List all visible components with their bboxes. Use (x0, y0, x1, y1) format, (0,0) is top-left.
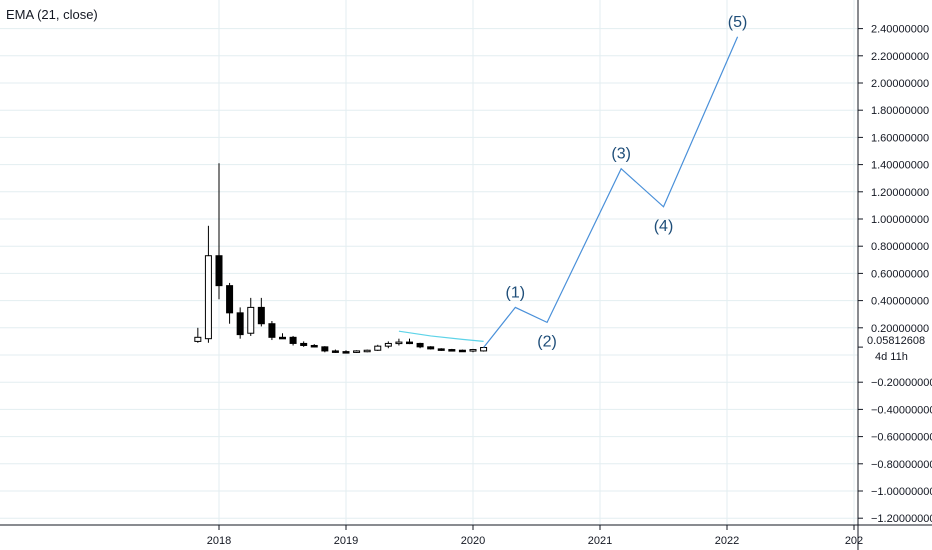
x-tick-label: 2020 (461, 535, 485, 547)
candle-body (215, 255, 223, 287)
wave-label: (1) (506, 284, 526, 301)
y-tick-label: −0.80000000 (871, 459, 932, 471)
candle-body (458, 349, 466, 353)
candle-body (236, 312, 244, 336)
candle (437, 348, 445, 351)
y-tick-label: 2.40000000 (871, 24, 929, 36)
candle-body (321, 346, 329, 352)
candle (321, 346, 329, 353)
candle-body (194, 336, 202, 342)
y-tick-label: 0.40000000 (871, 296, 929, 308)
candle-body (342, 351, 350, 354)
candle-series (194, 163, 488, 354)
candle-body (226, 285, 234, 314)
y-tick-label: 0.20000000 (871, 323, 929, 335)
y-tick-label: 1.60000000 (871, 132, 929, 144)
current-price-tag: 0.05812608 (867, 335, 925, 347)
candle-body (353, 350, 361, 353)
wave-label: (5) (728, 14, 748, 31)
candle (395, 338, 403, 346)
candle (289, 335, 297, 346)
candle-body (480, 347, 488, 352)
candle (279, 333, 286, 340)
candle (416, 342, 424, 349)
ema-series (398, 330, 484, 342)
wave-label: (3) (611, 146, 631, 163)
y-tick-label: −1.00000000 (871, 486, 932, 498)
y-tick-label: 1.20000000 (871, 187, 929, 199)
candle-body (469, 349, 477, 352)
y-tick-label: −0.20000000 (871, 377, 932, 389)
candle-body (289, 336, 297, 344)
candle (194, 327, 202, 343)
candle-body (406, 341, 413, 345)
candle (384, 341, 392, 349)
candle (427, 346, 435, 350)
y-tick-label: 1.40000000 (871, 160, 929, 172)
candle-body (427, 346, 435, 350)
x-tick-label: 2018 (207, 535, 231, 547)
candle-body (247, 306, 255, 334)
candle-body (437, 348, 445, 351)
candle (257, 297, 265, 327)
candle-body (300, 342, 308, 346)
wave-label: (4) (654, 218, 674, 235)
y-tick-label: −0.40000000 (871, 404, 932, 416)
candle-body (374, 345, 382, 351)
wave-label: (2) (537, 333, 557, 350)
study-legend[interactable]: EMA (21, close) (6, 7, 98, 22)
y-tick-label: 2.00000000 (871, 78, 929, 90)
x-tick-label: 2022 (715, 535, 739, 547)
candle (204, 225, 212, 343)
candle-body (395, 341, 403, 345)
candle-body (448, 349, 456, 352)
candle (406, 338, 413, 345)
candle (236, 307, 244, 339)
y-tick-label: 0.60000000 (871, 268, 929, 280)
candle (374, 344, 382, 351)
candle (363, 349, 371, 353)
candle (268, 321, 276, 341)
candle (331, 349, 339, 353)
candle (342, 350, 350, 354)
candle-body (363, 349, 371, 353)
candle (300, 341, 308, 347)
candle (469, 348, 477, 353)
wave-path-line (483, 36, 739, 348)
y-tick-label: 2.20000000 (871, 51, 929, 63)
candle-body (310, 344, 318, 348)
candle-body (204, 255, 212, 340)
candle (310, 344, 318, 348)
grid-lines (0, 0, 858, 525)
candle-body (257, 306, 265, 325)
candle-body (384, 342, 392, 347)
candle (480, 346, 488, 352)
y-tick-label: −0.60000000 (871, 432, 932, 444)
x-tick-label: 2021 (588, 535, 612, 547)
candle-body (416, 342, 424, 348)
candle (226, 282, 234, 324)
bar-countdown: 4d 11h (875, 351, 908, 363)
y-tick-label: −1.20000000 (871, 513, 932, 525)
ema-line (398, 330, 484, 342)
candle-body (331, 350, 339, 353)
y-tick-label: 1.80000000 (871, 105, 929, 117)
y-tick-label: 1.00000000 (871, 214, 929, 226)
x-tick-label: 2019 (334, 535, 358, 547)
candle (458, 349, 466, 353)
candle-body (279, 336, 286, 340)
candle (353, 350, 361, 353)
wave-projection: (1) (2) (3) (4) (5) (483, 14, 748, 350)
candle (448, 348, 456, 352)
y-tick-label: 0.80000000 (871, 241, 929, 253)
x-tick-label: 202 (845, 535, 863, 547)
candle (215, 163, 223, 300)
candle-body (268, 323, 276, 338)
candle (247, 297, 255, 336)
